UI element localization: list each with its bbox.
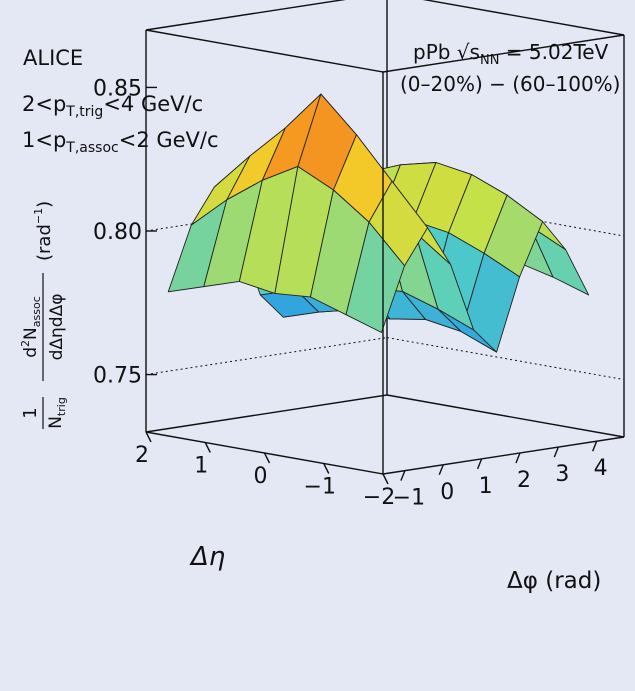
z-label-num: d2Nassoc bbox=[19, 296, 43, 358]
x-tick-label: 0 bbox=[254, 464, 268, 489]
experiment-label: ALICE bbox=[23, 46, 84, 70]
z-tick-label: 0.80 bbox=[93, 220, 142, 245]
floor-edge-left bbox=[145, 394, 388, 433]
top-edge-left bbox=[145, 0, 347, 31]
x-tick-label: 1 bbox=[194, 454, 208, 479]
y-tick-label: 0 bbox=[440, 480, 454, 505]
cut-trig-post: <4 GeV/c bbox=[103, 92, 204, 116]
z-label-den: dΔηdΔφ bbox=[47, 294, 67, 361]
x-tick-mark bbox=[204, 442, 211, 453]
y-tick-mark bbox=[400, 470, 406, 481]
z-tick-label: 0.85 bbox=[93, 76, 142, 101]
top-edge-right bbox=[422, 0, 625, 36]
z-axis-label: 1 Ntrig d2Nassoc dΔηdΔφ (rad−1) bbox=[19, 201, 68, 429]
z-label-ntrig: Ntrig bbox=[46, 397, 68, 429]
y-tick-mark bbox=[438, 464, 444, 476]
y-tick-label: 2 bbox=[517, 468, 531, 493]
cut-assoc-post: <2 GeV/c bbox=[118, 128, 219, 152]
y-tick-label: 1 bbox=[479, 474, 493, 499]
cut-trig-pre: 2<p bbox=[22, 92, 67, 116]
y-tick-mark bbox=[515, 452, 521, 464]
cut-assoc-sub: T,assoc bbox=[66, 140, 119, 157]
top-edge-front-right bbox=[382, 34, 625, 73]
x-tick-label: −1 bbox=[304, 475, 336, 500]
top-edge-front-left bbox=[145, 29, 384, 73]
y-tick-label: −1 bbox=[393, 486, 425, 511]
x-tick-mark bbox=[145, 431, 152, 443]
system-text: pPb √s bbox=[413, 40, 480, 64]
x-tick-label: −2 bbox=[363, 485, 395, 510]
axis-line-dphi bbox=[382, 436, 625, 475]
z-label-unit: (rad−1) bbox=[32, 201, 55, 261]
x-tick-label: 2 bbox=[135, 443, 149, 468]
system-energy: = 5.02TeV bbox=[499, 40, 609, 64]
grid-back-right-0 bbox=[386, 337, 625, 381]
z-label-one: 1 bbox=[20, 407, 41, 418]
y-axis-label: Δφ (rad) bbox=[507, 568, 601, 594]
cut-trig-label: 2<pT,trig<4 GeV/c bbox=[22, 92, 203, 120]
y-tick-mark bbox=[592, 440, 598, 452]
x-tick-mark bbox=[382, 473, 389, 485]
surface-cell bbox=[345, 221, 406, 333]
cut-assoc-pre: 1<p bbox=[22, 128, 67, 152]
x-tick-mark bbox=[323, 463, 330, 474]
cut-assoc-label: 1<pT,assoc<2 GeV/c bbox=[22, 128, 219, 156]
x-tick-mark bbox=[263, 452, 271, 464]
z-tick-label: 0.75 bbox=[93, 364, 142, 389]
x-axis-label: Δη bbox=[189, 542, 225, 572]
cut-trig-sub: T,trig bbox=[66, 104, 104, 121]
surface-mesh bbox=[167, 93, 590, 353]
y-tick-label: 3 bbox=[555, 462, 569, 487]
y-tick-mark bbox=[476, 458, 483, 470]
y-tick-mark bbox=[553, 446, 559, 458]
floor-edge-right bbox=[386, 394, 625, 438]
y-tick-label: 4 bbox=[594, 456, 608, 481]
grid-back-left-0 bbox=[145, 337, 388, 376]
subtraction-label: (0–20%) − (60–100%) bbox=[400, 72, 621, 96]
